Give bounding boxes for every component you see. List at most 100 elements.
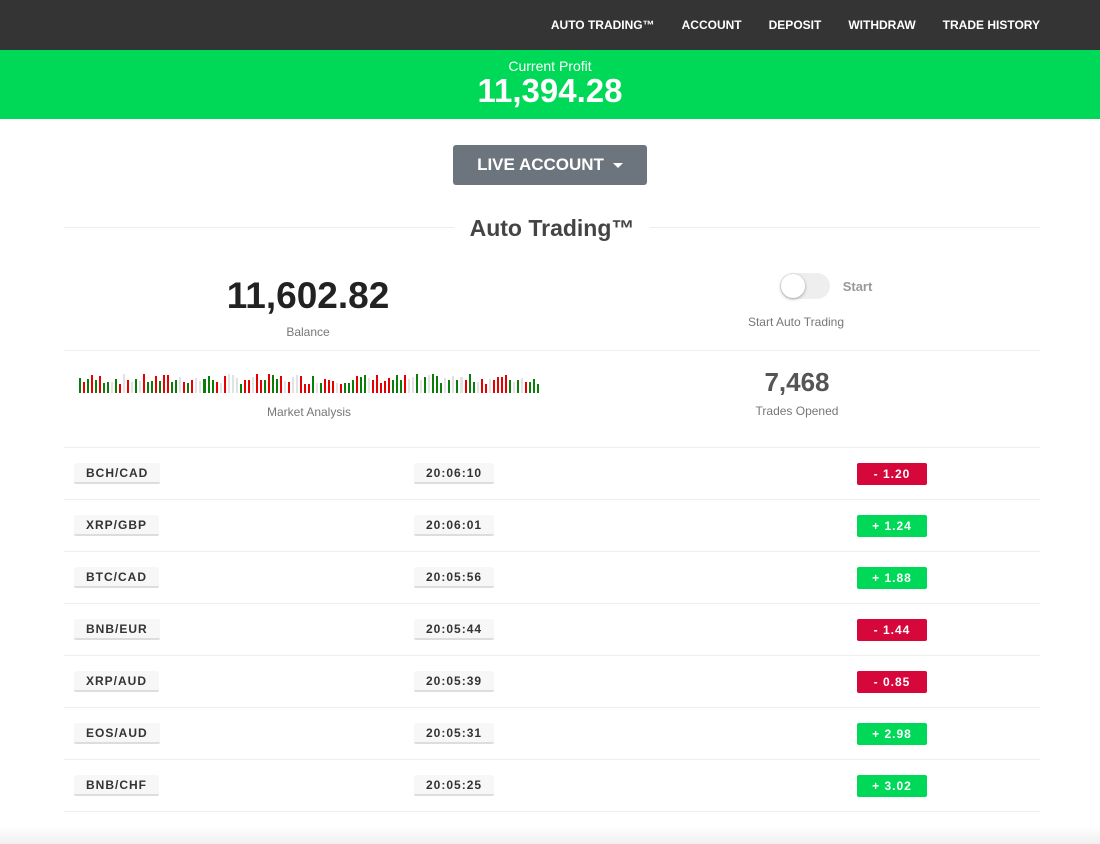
account-label: LIVE ACCOUNT (477, 155, 604, 174)
market-bar (360, 376, 363, 393)
caret-down-icon (612, 163, 623, 169)
market-bar (91, 375, 94, 393)
trade-pair: BTC/CAD (74, 567, 159, 588)
market-bar (275, 379, 278, 393)
market-bar (83, 381, 86, 393)
market-bar (348, 382, 351, 393)
market-bar (183, 381, 186, 393)
top-nav: AUTO TRADING™ ACCOUNT DEPOSIT WITHDRAW T… (0, 0, 1100, 50)
market-bar (127, 379, 130, 393)
trade-time: 20:05:44 (414, 619, 495, 640)
market-bar (307, 383, 310, 393)
trade-row: XRP/GBP 20:06:01 + 1.24 (64, 500, 1040, 552)
market-bar (327, 380, 330, 393)
market-bar (255, 374, 258, 393)
market-bar (484, 383, 487, 393)
trade-change-badge: + 2.98 (857, 722, 927, 745)
market-bar (147, 381, 150, 393)
trade-row: BNB/CHF 20:05:25 + 3.02 (64, 760, 1040, 812)
toggle-caption: Start Auto Trading (747, 315, 845, 329)
market-bar (315, 382, 318, 393)
market-bar (87, 378, 90, 393)
market-bar (211, 379, 214, 393)
market-bar (340, 384, 343, 393)
trade-change-badge: + 3.02 (857, 774, 927, 797)
nav-withdraw[interactable]: WITHDRAW (848, 18, 916, 32)
market-bar (267, 374, 270, 393)
market-bar (103, 383, 106, 393)
market-bar (295, 375, 298, 393)
market-bar (496, 377, 499, 393)
market-bar (99, 376, 102, 393)
market-bar (452, 376, 455, 393)
trade-pair: BCH/CAD (74, 463, 161, 484)
market-bar (424, 376, 427, 393)
trade-change-badge: - 1.44 (857, 618, 927, 641)
market-bar (468, 374, 471, 393)
profit-value: 11,394.28 (477, 72, 623, 109)
market-bar (95, 379, 98, 393)
market-bar (239, 383, 242, 393)
market-bar (456, 379, 459, 393)
market-bar (187, 383, 190, 393)
market-bar (356, 376, 359, 393)
trade-change-badge: + 1.24 (857, 514, 927, 537)
market-bar (488, 378, 491, 393)
market-bar (364, 374, 367, 393)
market-bar (504, 374, 507, 393)
market-bar (271, 375, 274, 393)
market-bar (139, 381, 142, 393)
market-bar (155, 376, 158, 393)
auto-trading-toggle[interactable] (779, 273, 830, 299)
market-bar (291, 377, 294, 393)
trade-time: 20:05:39 (414, 671, 495, 692)
nav-deposit[interactable]: DEPOSIT (768, 18, 822, 32)
trade-pair: BNB/CHF (74, 775, 159, 796)
trades-opened-value: 7,468 (764, 367, 830, 397)
market-bar (203, 379, 206, 393)
trade-pair: XRP/GBP (74, 515, 160, 536)
market-bar (151, 380, 154, 393)
market-bar (191, 379, 194, 393)
market-bar (263, 379, 266, 393)
nav-account[interactable]: ACCOUNT (681, 18, 742, 32)
market-bar (199, 380, 202, 393)
account-dropdown-button[interactable]: LIVE ACCOUNT (453, 145, 647, 185)
trade-change-badge: + 1.88 (857, 566, 927, 589)
market-bar (323, 379, 326, 393)
trade-time: 20:06:10 (414, 463, 495, 484)
market-bar (287, 382, 290, 393)
trade-pair: XRP/AUD (74, 671, 160, 692)
market-bar (175, 379, 178, 393)
market-bar (235, 377, 238, 393)
market-bar (404, 375, 407, 393)
market-bar (115, 379, 118, 393)
market-bar (123, 374, 126, 393)
toggle-knob (780, 274, 805, 298)
trade-row: BNB/EUR 20:05:44 - 1.44 (64, 604, 1040, 656)
market-bar (279, 376, 282, 393)
market-bar (352, 379, 355, 393)
market-bar (259, 380, 262, 393)
section-title: Auto Trading™ (64, 215, 1040, 242)
market-bar (336, 382, 339, 393)
market-bar (528, 381, 531, 393)
market-bar (472, 382, 475, 393)
market-bar (524, 382, 527, 393)
market-bar (420, 379, 423, 393)
balance-label: Balance (286, 325, 330, 339)
market-bar (412, 377, 415, 393)
nav-trade-history[interactable]: TRADE HISTORY (942, 18, 1040, 32)
market-bar (143, 374, 146, 393)
market-bar (344, 383, 347, 393)
market-bar (119, 383, 122, 393)
market-bar (436, 375, 439, 393)
market-bar (512, 382, 515, 393)
trade-row: BCH/CAD 20:06:10 - 1.20 (64, 448, 1040, 500)
trade-time: 20:05:25 (414, 775, 495, 796)
profit-label: Current Profit (508, 58, 592, 74)
nav-auto-trading[interactable]: AUTO TRADING™ (550, 18, 655, 32)
market-bar (396, 374, 399, 393)
market-bar (283, 381, 286, 393)
market-bar (247, 380, 250, 393)
